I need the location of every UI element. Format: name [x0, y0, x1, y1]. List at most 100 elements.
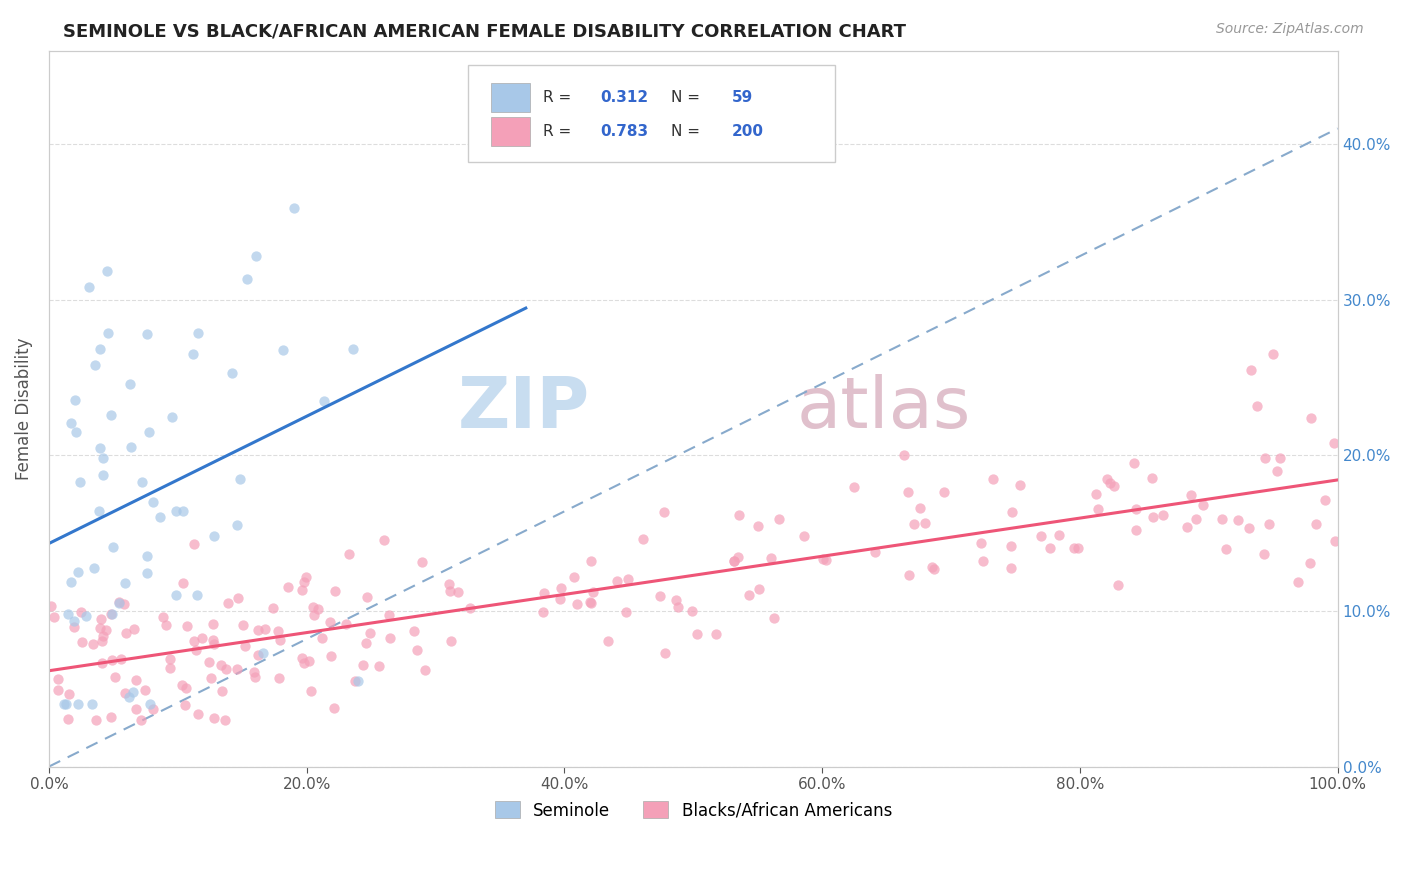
Point — [1039, 541, 1062, 555]
Point — [66, 566, 89, 580]
Point — [723, 554, 745, 568]
Point — [100, 607, 122, 621]
Text: Source: ZipAtlas.com: Source: ZipAtlas.com — [1216, 22, 1364, 37]
Point — [1246, 399, 1268, 413]
Point — [666, 599, 689, 614]
Point — [1031, 529, 1053, 543]
Point — [550, 581, 572, 595]
Point — [378, 607, 401, 622]
Point — [1125, 502, 1147, 516]
Point — [91, 629, 114, 643]
Point — [114, 575, 136, 590]
Point — [681, 604, 703, 618]
Point — [793, 529, 815, 543]
Text: 0.783: 0.783 — [600, 124, 648, 139]
Point — [165, 588, 187, 602]
Point — [159, 651, 181, 665]
Text: R =: R = — [543, 124, 575, 139]
Point — [62, 614, 84, 628]
Point — [343, 674, 366, 689]
Point — [100, 408, 122, 422]
Point — [243, 670, 266, 684]
Point — [187, 326, 209, 340]
Point — [96, 263, 118, 277]
Point — [322, 700, 344, 714]
Point — [65, 425, 87, 439]
Point — [277, 580, 299, 594]
Point — [359, 625, 381, 640]
Point — [596, 633, 619, 648]
Point — [1000, 561, 1022, 575]
Point — [339, 547, 361, 561]
Point — [217, 596, 239, 610]
Point — [176, 619, 198, 633]
Point — [101, 541, 124, 555]
Point — [1315, 493, 1337, 508]
Point — [352, 657, 374, 672]
Point — [89, 621, 111, 635]
Point — [202, 711, 225, 725]
Point — [406, 643, 429, 657]
Point — [125, 673, 148, 688]
Point — [90, 612, 112, 626]
Point — [727, 549, 749, 564]
Point — [245, 249, 267, 263]
Point — [267, 624, 290, 639]
Point — [1324, 533, 1347, 548]
Point — [1107, 578, 1129, 592]
Point — [654, 646, 676, 660]
Point — [863, 545, 886, 559]
Point — [115, 625, 138, 640]
Point — [82, 698, 104, 712]
Point — [69, 475, 91, 489]
Point — [191, 632, 214, 646]
Point — [562, 570, 585, 584]
Point — [378, 632, 401, 646]
Point — [242, 665, 264, 679]
Point — [120, 440, 142, 454]
Point — [1240, 362, 1263, 376]
Point — [110, 652, 132, 666]
Point — [367, 659, 389, 673]
Point — [186, 642, 208, 657]
Point — [233, 640, 256, 654]
Point — [174, 681, 197, 695]
Point — [165, 503, 187, 517]
Point — [232, 618, 254, 632]
Point — [1125, 523, 1147, 537]
Point — [139, 698, 162, 712]
Point — [1067, 541, 1090, 555]
Point — [581, 596, 603, 610]
Point — [1087, 502, 1109, 516]
Point — [763, 610, 786, 624]
Point — [118, 690, 141, 705]
Point — [842, 480, 865, 494]
Point — [1175, 520, 1198, 534]
Point — [200, 671, 222, 685]
Point — [356, 590, 378, 604]
Point — [134, 682, 156, 697]
Point — [972, 554, 994, 568]
Point — [63, 392, 86, 407]
Point — [70, 605, 93, 619]
Point — [201, 617, 224, 632]
Point — [747, 519, 769, 533]
Point — [921, 560, 943, 574]
Point — [654, 505, 676, 519]
Point — [89, 441, 111, 455]
Point — [686, 627, 709, 641]
Point — [129, 713, 152, 727]
Point — [58, 687, 80, 701]
Point — [299, 683, 322, 698]
Point — [52, 698, 75, 712]
Point — [811, 552, 834, 566]
Point — [124, 702, 146, 716]
Point — [46, 672, 69, 686]
Point — [135, 327, 157, 342]
Point — [981, 472, 1004, 486]
Point — [723, 553, 745, 567]
Point — [142, 702, 165, 716]
Point — [437, 577, 460, 591]
Point — [411, 555, 433, 569]
Point — [100, 709, 122, 723]
